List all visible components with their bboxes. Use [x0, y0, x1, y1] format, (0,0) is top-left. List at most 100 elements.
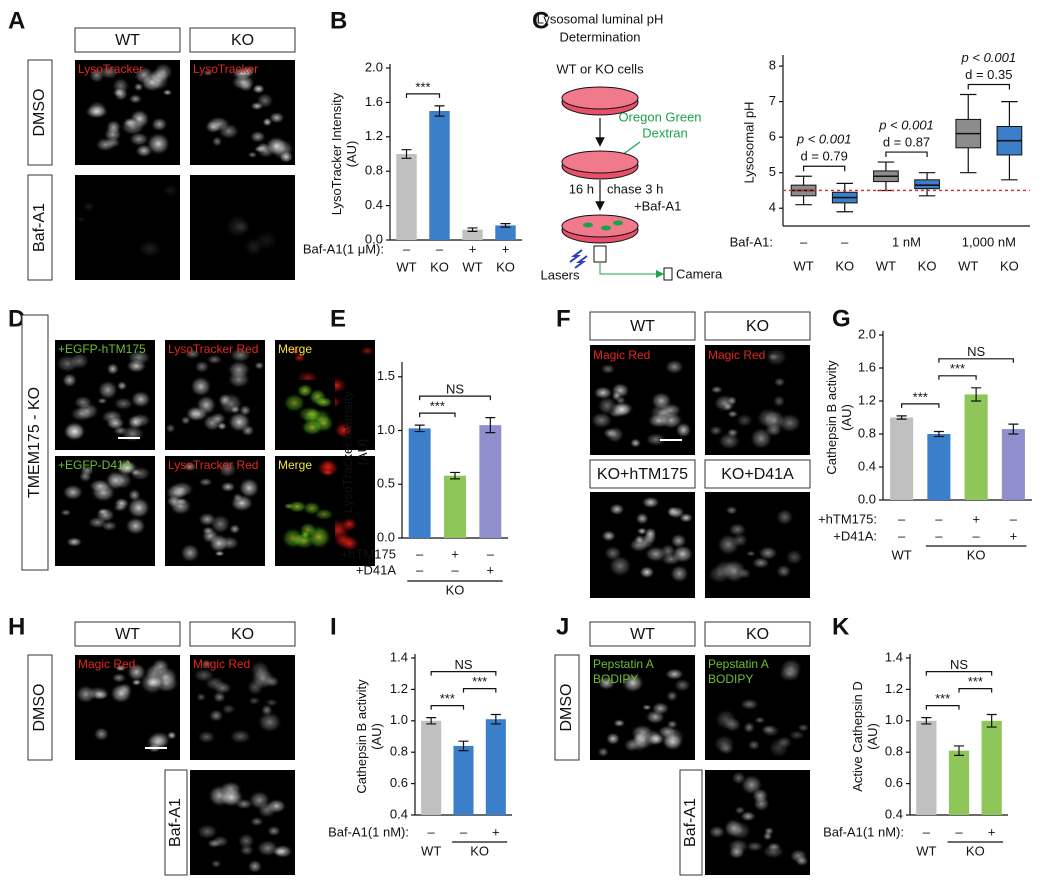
- header-label: WT: [630, 626, 655, 643]
- significance-label: NS: [454, 657, 472, 672]
- y-tick-label: 0.4: [390, 806, 408, 821]
- cell-signal: [238, 477, 261, 499]
- condition-mark: +: [502, 241, 510, 256]
- stain-label: Pepstatin A: [708, 657, 769, 671]
- image-label: Merge: [278, 458, 312, 472]
- error-bar: [401, 149, 412, 159]
- cell-signal: [97, 379, 119, 401]
- group-label: KO: [446, 582, 465, 597]
- bar: [964, 394, 988, 500]
- condition-mark: +: [492, 824, 500, 839]
- y-tick-label: 7: [769, 93, 776, 108]
- error-bar: [490, 713, 501, 725]
- y-axis-label: (AU): [355, 439, 370, 466]
- significance-label: ***: [440, 691, 455, 706]
- cell-signal: [197, 730, 216, 744]
- cell-signal: [228, 523, 241, 535]
- row-box: [27, 174, 53, 281]
- error-bar: [434, 105, 445, 117]
- cell-signal: [669, 564, 690, 584]
- cell-signal: [706, 564, 732, 585]
- condition-label: Baf-A1(1 μM):: [303, 241, 384, 256]
- significance-bracket: [430, 705, 465, 710]
- dot: [601, 225, 611, 231]
- x-tick-label: KO: [918, 258, 937, 273]
- group-label: WT: [916, 843, 936, 858]
- condition-mark: 1 nM: [892, 234, 921, 249]
- cell-signal: [612, 718, 626, 728]
- row-label: Baf-A1: [167, 798, 184, 847]
- cell-signal: [220, 481, 236, 493]
- cell-signal: [230, 73, 256, 91]
- cell-signal: [725, 505, 739, 516]
- cell-signal: [731, 532, 749, 548]
- condition-mark: +: [988, 824, 996, 839]
- significance-label: NS: [446, 382, 464, 397]
- cell-signal: [228, 728, 253, 745]
- cell-signal: [137, 239, 163, 259]
- condition-mark: –: [923, 824, 931, 839]
- panel-letter: I: [330, 613, 337, 640]
- y-tick-label: 0.0: [858, 491, 876, 506]
- header-box: [704, 621, 811, 647]
- whisker: [960, 93, 977, 174]
- condition-mark: +: [469, 241, 477, 256]
- condition-mark: –: [436, 241, 444, 256]
- y-tick-label: 0.8: [390, 744, 408, 759]
- y-tick-label: 0.8: [365, 163, 383, 178]
- header-label: KO+hTM175: [597, 466, 688, 483]
- cell-signal: [100, 520, 118, 532]
- cell-signal: [116, 380, 128, 391]
- cell-signal: [708, 825, 726, 839]
- cell-signal: [742, 721, 756, 734]
- bar: [408, 428, 431, 538]
- cell-signal: [735, 413, 754, 428]
- panel-letter: B: [330, 7, 347, 34]
- schematic-dye: Oregon Green: [618, 109, 701, 124]
- cell-signal: [633, 534, 645, 545]
- row-box: [21, 314, 49, 571]
- significance-bracket: [462, 688, 497, 693]
- significance-bracket: [901, 403, 940, 408]
- y-tick-label: 1.0: [377, 422, 395, 437]
- y-axis-label: Cathepsin B activity: [354, 679, 369, 794]
- comparison-bracket: [885, 151, 928, 158]
- y-tick-label: 0.0: [365, 231, 383, 246]
- cell-signal: [250, 666, 276, 690]
- condition-mark: –: [973, 528, 981, 543]
- annotation: p < 0.001: [878, 117, 934, 132]
- x-tick-label: KO: [835, 258, 854, 273]
- cell-signal: [60, 508, 72, 517]
- y-tick-label: 1.4: [390, 649, 408, 664]
- y-tick-label: 0.8: [858, 425, 876, 440]
- y-tick-label: 0.6: [885, 775, 903, 790]
- cell-signal: [611, 390, 622, 402]
- annotation: p < 0.001: [796, 132, 852, 147]
- cell-signal: [605, 732, 621, 746]
- cell-signal: [603, 545, 623, 562]
- significance-bracket: [958, 688, 993, 693]
- condition-mark: –: [403, 241, 411, 256]
- cell-signal: [282, 392, 307, 413]
- cell-signal: [161, 183, 180, 198]
- cell-signal: [300, 418, 325, 436]
- cell-signal: [714, 708, 738, 731]
- y-tick-label: 2.0: [858, 326, 876, 341]
- y-tick-label: 0.5: [377, 476, 395, 491]
- cell-signal: [775, 508, 794, 526]
- condition-mark: –: [841, 234, 849, 249]
- row-label: DMSO: [31, 89, 48, 137]
- cell-signal: [660, 552, 682, 566]
- cell-signal: [192, 667, 216, 683]
- cell-signal: [256, 801, 277, 819]
- schematic-chase: chase 3 h: [607, 181, 663, 196]
- cell-signal: [333, 421, 354, 439]
- header-label: KO: [746, 318, 769, 335]
- x-tick-label: WT: [462, 259, 482, 274]
- x-tick-label: KO: [430, 259, 449, 274]
- cell-signal: [202, 69, 214, 77]
- cell-signal: [73, 395, 93, 410]
- error-bar: [485, 417, 496, 434]
- row-label: DMSO: [31, 684, 48, 732]
- cell-signal: [785, 548, 804, 566]
